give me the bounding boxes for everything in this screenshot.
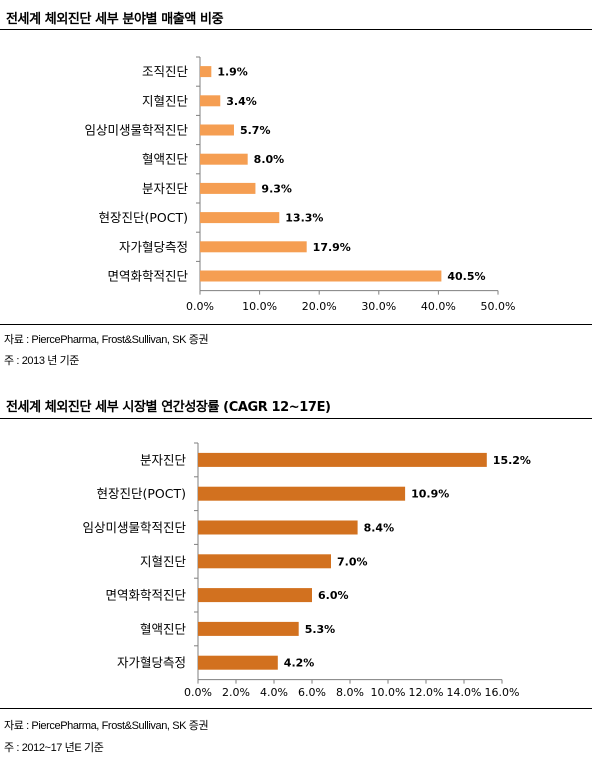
category-label: 자가혈당측정 <box>119 239 188 254</box>
x-tick-label: 50.0% <box>481 300 516 313</box>
x-tick-label: 40.0% <box>421 300 456 313</box>
category-label: 혈액진단 <box>142 152 189 167</box>
category-label: 자가혈당측정 <box>117 655 186 670</box>
value-label: 5.7% <box>240 124 271 137</box>
value-label: 4.2% <box>284 657 315 670</box>
category-label: 면역화학적진단 <box>105 588 186 603</box>
x-tick-label: 20.0% <box>302 300 337 313</box>
value-label: 15.2% <box>493 454 531 467</box>
category-label: 분자진단 <box>142 181 189 196</box>
category-label: 혈액진단 <box>140 621 187 636</box>
x-tick-label: 12.0% <box>409 686 444 699</box>
bar <box>200 153 248 165</box>
bar <box>198 621 299 636</box>
bar <box>198 452 487 467</box>
category-label: 임상미생물학적진단 <box>84 123 188 138</box>
category-label: 면역화학적진단 <box>107 269 188 284</box>
x-tick-label: 4.0% <box>260 686 288 699</box>
value-label: 6.0% <box>318 589 349 602</box>
chart2-bottom-divider <box>0 708 592 709</box>
chart2-title: 전세계 체외진단 세부 시장별 연간성장률 (CAGR 12~17E) <box>6 400 331 415</box>
bar <box>200 182 256 194</box>
value-label: 8.4% <box>364 522 395 535</box>
category-label: 조직진단 <box>142 64 189 79</box>
value-label: 8.0% <box>254 153 285 166</box>
chart1-title: 전세계 체외진단 세부 분야별 매출액 비중 <box>6 12 224 27</box>
value-label: 7.0% <box>337 555 368 568</box>
bar <box>200 95 221 107</box>
value-label: 13.3% <box>285 212 323 225</box>
bar <box>200 212 280 224</box>
bar <box>200 241 307 253</box>
bar <box>198 520 358 535</box>
category-label: 현장진단(POCT) <box>99 210 189 225</box>
value-label: 40.5% <box>447 270 485 283</box>
chart1-note: 주 : 2013 년 기준 <box>4 355 80 367</box>
x-tick-label: 0.0% <box>186 300 214 313</box>
x-tick-label: 30.0% <box>361 300 396 313</box>
value-label: 1.9% <box>217 66 248 79</box>
value-label: 17.9% <box>313 241 351 254</box>
category-label: 지혈진단 <box>140 554 187 569</box>
x-tick-label: 2.0% <box>222 686 250 699</box>
category-label: 임상미생물학적진단 <box>82 520 186 535</box>
x-tick-label: 16.0% <box>485 686 520 699</box>
category-label: 지혈진단 <box>142 93 189 108</box>
chart2-top-divider <box>0 418 592 419</box>
bar <box>198 486 406 501</box>
chart1-bottom-divider <box>0 324 592 325</box>
chart1-top-divider <box>0 29 592 30</box>
x-tick-label: 14.0% <box>447 686 482 699</box>
bar <box>200 124 234 136</box>
bar <box>198 554 331 569</box>
value-label: 3.4% <box>226 95 257 108</box>
chart1-plot: 조직진단 1.9% 지혈진단 3.4% 임상미생물학적진단 5.7% 혈액진단 8.0% 분자진… <box>84 56 516 313</box>
x-tick-label: 10.0% <box>242 300 277 313</box>
bar <box>200 270 442 282</box>
value-label: 9.3% <box>261 182 292 195</box>
x-tick-label: 0.0% <box>184 686 212 699</box>
bar <box>198 588 312 603</box>
chart2-note: 주 : 2012~17 년E 기준 <box>4 742 104 754</box>
chart2-plot: 분자진단 15.2% 현장진단(POCT) 10.9% 임상미생물학적진단 8.4% 지혈진… <box>82 442 531 699</box>
bar <box>198 655 278 670</box>
value-label: 10.9% <box>411 488 449 501</box>
x-tick-label: 6.0% <box>298 686 326 699</box>
category-label: 분자진단 <box>140 452 187 467</box>
chart1-source: 자료 : PiercePharma, Frost&Sullivan, SK 증권 <box>4 334 209 346</box>
bar <box>200 66 212 78</box>
category-label: 현장진단(POCT) <box>97 486 187 501</box>
x-tick-label: 8.0% <box>336 686 364 699</box>
x-tick-label: 10.0% <box>371 686 406 699</box>
chart2-source: 자료 : PiercePharma, Frost&Sullivan, SK 증권 <box>4 720 209 732</box>
value-label: 5.3% <box>305 623 336 636</box>
